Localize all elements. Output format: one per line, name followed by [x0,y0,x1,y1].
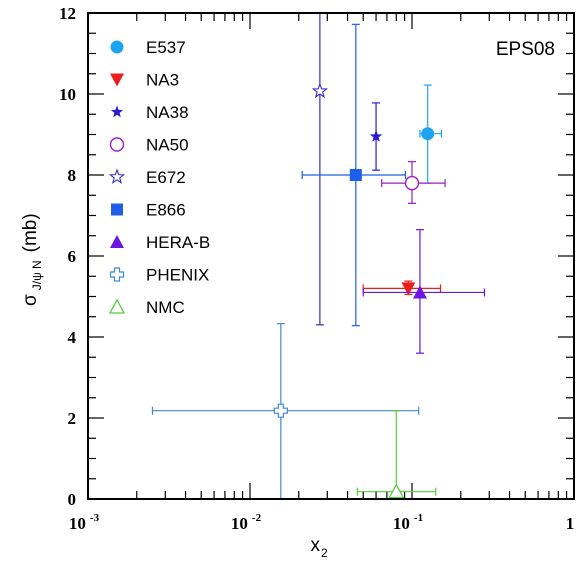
legend-label-na3: NA3 [146,71,179,90]
data-points [151,13,486,499]
legend-marker-e866 [111,203,123,216]
series-hera-b [362,229,486,354]
x-axis-title: x 2 [311,535,329,560]
legend-label-e672: E672 [146,168,186,187]
series-e866 [301,23,406,327]
data-point-e537 [421,127,435,141]
legend-item-hera-b: HERA-B [110,233,210,252]
legend-label-na38: NA38 [146,103,189,122]
x-axis-title-main: x [311,535,321,556]
y-tick-label: 10 [59,85,76,104]
y-axis-title-text: σ J/ψ N (mb) [20,213,45,306]
legend-label-nmc: NMC [146,298,185,317]
y-axis-title-main: σ [20,294,41,306]
legend-item-e866: E866 [111,201,186,220]
series-na50 [381,161,446,204]
x-tick-label: 10 -1 [393,512,423,533]
series-nmc [356,410,437,499]
x-tick-label: 10 -3 [69,512,100,533]
legend-marker-phenix [109,267,125,282]
series-na38 [369,102,383,171]
legend-item-phenix: PHENIX [109,266,209,285]
legend-marker-e537 [110,40,124,54]
legend-marker-e672 [108,168,126,184]
legend-label-hera-b: HERA-B [146,233,210,252]
series-phenix [151,323,420,499]
legend: E537 NA3 NA38 NA50 E672 E866 HERA-B PHENIX NMC [108,38,210,317]
data-point-e866 [349,169,362,181]
data-point-hera-b [412,285,427,299]
x-tick-label: 1 [566,514,575,533]
legend-item-e672: E672 [108,168,186,187]
legend-marker-hera-b [110,235,124,248]
legend-item-nmc: NMC [108,298,185,317]
legend-label-e537: E537 [146,38,186,57]
legend-item-e537: E537 [110,38,186,57]
y-tick-label: 12 [59,4,76,23]
y-tick-label: 4 [68,328,77,347]
data-point-phenix [273,403,288,418]
data-point-na38 [369,130,383,142]
x-axis-title-sub: 2 [321,546,328,560]
legend-marker-na3 [110,73,124,87]
legend-marker-nmc [108,298,126,314]
y-axis-title-unit: (mb) [20,213,41,252]
legend-label-e866: E866 [146,201,186,220]
x-tick-label: 10 -2 [231,512,262,533]
chart-annotation: EPS08 [496,39,555,60]
data-point-na3 [401,282,416,296]
y-axis-title: σ J/ψ N (mb) [20,213,45,306]
legend-item-na38: NA38 [110,103,189,122]
data-point-e672 [311,82,329,99]
series-e672 [311,13,329,326]
series-e537 [419,84,443,184]
y-tick-label: 8 [68,166,77,185]
y-tick-label: 6 [68,247,77,266]
legend-marker-na38 [110,105,124,118]
legend-label-na50: NA50 [146,136,189,155]
y-axis-title-sub: J/ψ N [30,260,44,290]
y-tick-label: 2 [68,409,77,428]
plot-frame [87,12,575,500]
legend-label-phenix: PHENIX [146,266,209,285]
legend-item-na50: NA50 [109,136,189,155]
legend-marker-na50 [109,137,125,152]
y-tick-label: 0 [68,490,77,509]
data-point-nmc [388,483,405,499]
data-point-na50 [404,175,420,191]
legend-item-na3: NA3 [110,71,179,90]
series-na3 [362,280,442,296]
